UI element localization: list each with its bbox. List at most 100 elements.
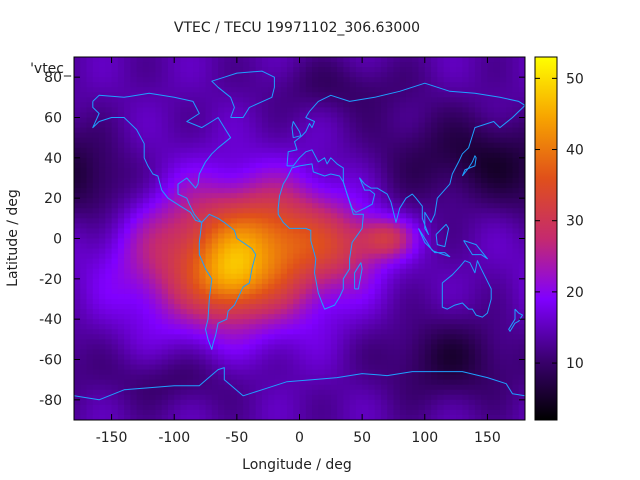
heatmap-cell (193, 374, 200, 381)
heatmap-cell (174, 178, 182, 184)
heatmap-cell (249, 329, 257, 335)
heatmap-cell (92, 359, 100, 366)
heatmap-cell (99, 369, 106, 376)
heatmap-cell (86, 263, 94, 270)
heatmap-cell (362, 147, 369, 154)
heatmap-cell (499, 147, 507, 154)
heatmap-cell (324, 67, 332, 73)
heatmap-cell (387, 112, 395, 119)
heatmap-cell (236, 354, 244, 361)
heatmap-cell (255, 162, 263, 169)
heatmap-cell (249, 359, 257, 366)
heatmap-cell (92, 394, 100, 401)
heatmap-cell (337, 223, 344, 230)
heatmap-cell (268, 304, 276, 310)
heatmap-cell (255, 243, 263, 250)
heatmap-cell (387, 293, 395, 300)
heatmap-cell (268, 208, 276, 214)
heatmap-cell (86, 137, 94, 144)
heatmap-cell (149, 288, 157, 295)
heatmap-cell (211, 384, 219, 391)
heatmap-cell (261, 223, 269, 230)
heatmap-cell (337, 87, 344, 93)
heatmap-cell (130, 62, 138, 68)
heatmap-cell (512, 389, 520, 396)
heatmap-cell (199, 137, 207, 144)
heatmap-cell (449, 304, 457, 310)
heatmap-cell (236, 263, 244, 270)
heatmap-cell (380, 188, 388, 194)
heatmap-cell (293, 57, 301, 63)
heatmap-cell (518, 319, 525, 325)
heatmap-cell (80, 107, 88, 114)
heatmap-cell (211, 238, 219, 245)
heatmap-cell (487, 319, 495, 325)
heatmap-cell (86, 183, 94, 189)
heatmap-cell (111, 258, 119, 265)
heatmap-cell (299, 233, 307, 240)
heatmap-cell (312, 162, 319, 169)
heatmap-cell (418, 329, 426, 335)
heatmap-cell (224, 213, 232, 219)
heatmap-cell (280, 253, 288, 260)
heatmap-cell (224, 57, 232, 63)
heatmap-cell (330, 379, 338, 386)
heatmap-cell (443, 344, 451, 351)
heatmap-cell (481, 218, 489, 224)
heatmap-cell (224, 324, 232, 330)
heatmap-cell (255, 324, 263, 330)
heatmap-cell (224, 273, 232, 280)
heatmap-cell (199, 203, 207, 209)
heatmap-cell (506, 329, 514, 335)
heatmap-cell (274, 228, 282, 235)
heatmap-cell (243, 117, 250, 124)
heatmap-cell (293, 147, 301, 154)
heatmap-cell (293, 293, 301, 300)
heatmap-cell (380, 268, 388, 275)
heatmap-cell (330, 394, 338, 401)
heatmap-cell (149, 112, 157, 119)
heatmap-cell (74, 344, 81, 351)
heatmap-cell (418, 97, 426, 103)
heatmap-cell (80, 112, 88, 119)
heatmap-cell (174, 102, 182, 109)
heatmap-cell (111, 288, 119, 295)
heatmap-cell (92, 157, 100, 164)
heatmap-cell (293, 72, 301, 78)
heatmap-cell (355, 389, 363, 396)
heatmap-cell (124, 178, 131, 184)
heatmap-cell (111, 218, 119, 224)
heatmap-cell (456, 399, 463, 406)
heatmap-cell (380, 389, 388, 396)
heatmap-cell (368, 374, 376, 381)
heatmap-cell (399, 172, 407, 179)
heatmap-cell (499, 127, 507, 134)
heatmap-cell (161, 293, 169, 300)
heatmap-cell (362, 72, 369, 78)
heatmap-cell (343, 147, 351, 154)
heatmap-cell (74, 293, 81, 300)
heatmap-cell (99, 72, 106, 78)
heatmap-cell (218, 157, 225, 164)
heatmap-cell (255, 263, 263, 270)
heatmap-cell (456, 339, 463, 345)
heatmap-cell (261, 157, 269, 164)
heatmap-cell (368, 299, 376, 305)
heatmap-cell (80, 253, 88, 260)
heatmap-cell (462, 334, 470, 340)
heatmap-cell (249, 314, 257, 320)
heatmap-cell (293, 193, 301, 199)
heatmap-cell (117, 324, 125, 330)
heatmap-cell (318, 304, 326, 310)
heatmap-cell (92, 87, 100, 93)
heatmap-cell (142, 309, 150, 315)
heatmap-cell (180, 238, 188, 245)
heatmap-cell (449, 102, 457, 109)
heatmap-cell (205, 188, 213, 194)
heatmap-cell (368, 304, 376, 310)
heatmap-cell (418, 127, 426, 134)
heatmap-cell (468, 339, 476, 345)
heatmap-cell (399, 167, 407, 174)
heatmap-cell (399, 183, 407, 189)
heatmap-cell (431, 253, 438, 260)
